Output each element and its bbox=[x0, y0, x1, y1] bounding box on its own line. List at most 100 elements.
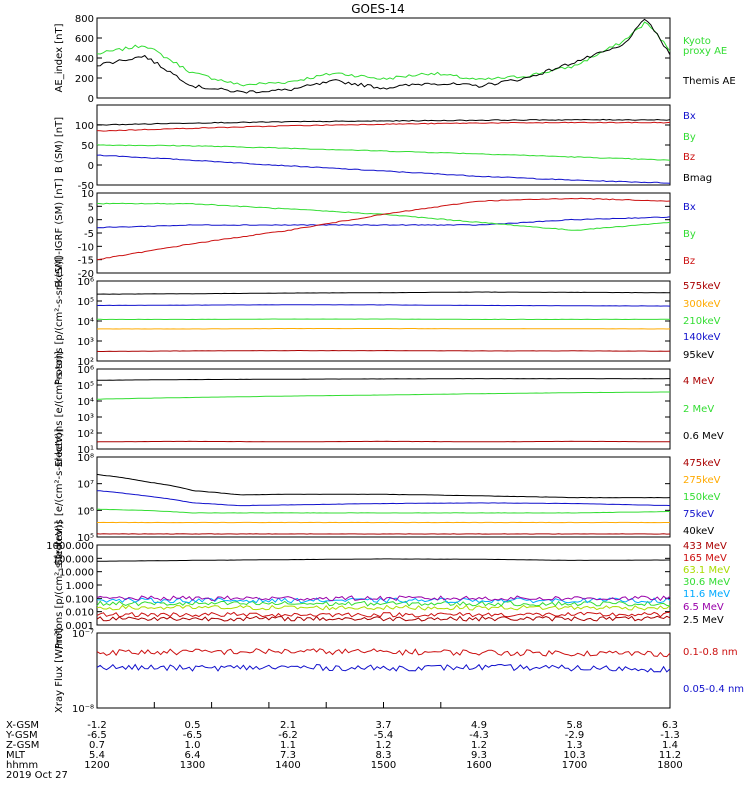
x-row-value: 1700 bbox=[562, 760, 587, 771]
x-row-value: -6.5 bbox=[183, 730, 203, 741]
panel-8: 10⁻⁸ 10⁻⁷ Xray Flux [W/m²] 0.1-0.8 nm 0.05-0… bbox=[54, 628, 744, 715]
series-line bbox=[96, 440, 671, 443]
panel-frame bbox=[96, 104, 671, 186]
y-tick-label: -10 bbox=[78, 242, 94, 253]
y-tick-label: 10² bbox=[77, 429, 94, 440]
series-line bbox=[96, 197, 671, 261]
x-row-value: -1.3 bbox=[660, 730, 680, 741]
legend-entry: 165 MeV bbox=[683, 553, 727, 564]
series-line bbox=[96, 121, 671, 132]
series-line bbox=[96, 378, 670, 381]
x-row-value: 1400 bbox=[275, 760, 300, 771]
y-tick-label: 600 bbox=[75, 34, 94, 45]
y-axis-label: Protons [p/(cm²-s-sr-keV)] bbox=[54, 257, 65, 385]
legend-entry: Bz bbox=[683, 256, 695, 267]
legend-entry: 95keV bbox=[683, 350, 714, 361]
legend-entry: 0.05-0.4 nm bbox=[683, 684, 744, 695]
legend-entry: 475keV bbox=[683, 458, 721, 469]
legend-entry: 300keV bbox=[683, 299, 721, 310]
x-row-value: 5.4 bbox=[89, 750, 105, 761]
y-tick-label: 10.000 bbox=[59, 568, 94, 579]
legend-entry: 30.6 MeV bbox=[683, 577, 730, 588]
y-tick-label: -15 bbox=[78, 256, 94, 267]
y-tick-label: 0.010 bbox=[65, 608, 94, 619]
legend-entry: 4 MeV bbox=[683, 376, 714, 387]
plot-title: GOES-14 bbox=[351, 2, 405, 16]
x-row-label: Z-GSM bbox=[6, 740, 39, 751]
series-line bbox=[96, 304, 671, 307]
y-axis-label: Xray Flux [W/m²] bbox=[54, 628, 65, 713]
legend-entry: 433 MeV bbox=[683, 541, 727, 552]
series-line bbox=[96, 558, 670, 562]
panel-frame bbox=[96, 17, 671, 99]
series-line bbox=[96, 615, 671, 622]
y-tick-label: 800 bbox=[75, 14, 94, 25]
panel-2: -50 0 50 100 B (SM) [nT] Bx By Bz Bmag bbox=[54, 104, 712, 192]
x-row-value: -2.9 bbox=[565, 730, 585, 741]
x-row-value: 6.4 bbox=[185, 750, 201, 761]
x-row-label: hhmm bbox=[6, 760, 38, 771]
x-row-value: -5.4 bbox=[374, 730, 394, 741]
y-tick-label: 0 bbox=[88, 216, 94, 227]
x-row-value: 1.2 bbox=[471, 740, 487, 751]
legend-entry: By bbox=[683, 229, 696, 240]
series-line bbox=[96, 490, 671, 507]
y-axis-label: AE_index [nT] bbox=[54, 23, 65, 92]
x-row-value: 0.5 bbox=[185, 720, 201, 731]
panel-frame bbox=[96, 368, 671, 450]
y-tick-label: -20 bbox=[78, 269, 94, 280]
x-row-value: 1.4 bbox=[662, 740, 678, 751]
x-row-value: 4.9 bbox=[471, 720, 487, 731]
legend-entry: 575keV bbox=[683, 281, 721, 292]
x-row-value: -4.3 bbox=[469, 730, 489, 741]
y-axis-label: B (SM)-IGRF (SM) [nT] bbox=[54, 178, 65, 287]
series-line bbox=[96, 21, 671, 87]
y-tick-label: 10⁻⁸ bbox=[72, 704, 94, 715]
y-axis-label: B (SM) [nT] bbox=[54, 117, 65, 173]
legend-entry: Bmag bbox=[683, 173, 712, 184]
y-tick-label: 10⁶ bbox=[77, 277, 94, 288]
panel-frame bbox=[96, 456, 671, 538]
x-row-value: 9.3 bbox=[471, 750, 487, 761]
y-axis-label: Protons [p/(cm²-s-sr-keV)] bbox=[54, 521, 65, 649]
x-row-value: 11.2 bbox=[659, 750, 681, 761]
series-line bbox=[96, 604, 671, 611]
x-row-value: 2.1 bbox=[280, 720, 296, 731]
y-tick-label: 1.000 bbox=[65, 581, 94, 592]
legend-entry: 6.5 MeV bbox=[683, 602, 724, 613]
series-line bbox=[96, 600, 671, 607]
y-tick-label: 10⁻⁷ bbox=[72, 629, 94, 640]
x-row-label: MLT bbox=[6, 750, 26, 761]
x-row-value: -6.5 bbox=[87, 730, 107, 741]
x-row-value: 1.1 bbox=[280, 740, 296, 751]
y-tick-label: 10⁸ bbox=[77, 453, 94, 464]
y-tick-label: 0 bbox=[88, 94, 94, 105]
y-tick-label: 1000.000 bbox=[46, 541, 94, 552]
y-tick-label: 10⁴ bbox=[77, 397, 94, 408]
y-tick-label: 10⁴ bbox=[77, 317, 94, 328]
y-tick-label: 10⁶ bbox=[77, 365, 94, 376]
y-axis-label: Electrons [e/(cm²-s-sr)] bbox=[54, 351, 65, 467]
y-tick-label: 10² bbox=[77, 357, 94, 368]
panel-4: 10² 10³ 10⁴ 10⁵ 10⁶ Protons [p/(cm²-s-sr-keV)… bbox=[54, 257, 721, 385]
legend-entry: 75keV bbox=[683, 509, 714, 520]
legend-entry: 140keV bbox=[683, 332, 721, 343]
legend-entry: 2.5 MeV bbox=[683, 615, 724, 626]
legend-entry: By bbox=[683, 132, 696, 143]
x-row-value: 5.8 bbox=[567, 720, 583, 731]
y-tick-label: 10⁵ bbox=[77, 381, 94, 392]
y-tick-label: 5 bbox=[88, 202, 94, 213]
series-line bbox=[96, 118, 671, 126]
series-line bbox=[96, 648, 671, 658]
panel-5: 10¹ 10² 10³ 10⁴ 10⁵ 10⁶ Electrons [e/(cm²-s-sr… bbox=[54, 351, 724, 467]
series-line bbox=[97, 391, 670, 400]
legend-entry: proxy AE bbox=[683, 46, 727, 57]
x-row-value: 1300 bbox=[180, 760, 205, 771]
x-row-value: 7.3 bbox=[280, 750, 296, 761]
x-row-label: Y-GSM bbox=[5, 730, 38, 741]
y-tick-label: 0.001 bbox=[65, 621, 94, 632]
y-tick-label: 10³ bbox=[77, 337, 94, 348]
y-tick-label: 10⁶ bbox=[77, 506, 94, 517]
